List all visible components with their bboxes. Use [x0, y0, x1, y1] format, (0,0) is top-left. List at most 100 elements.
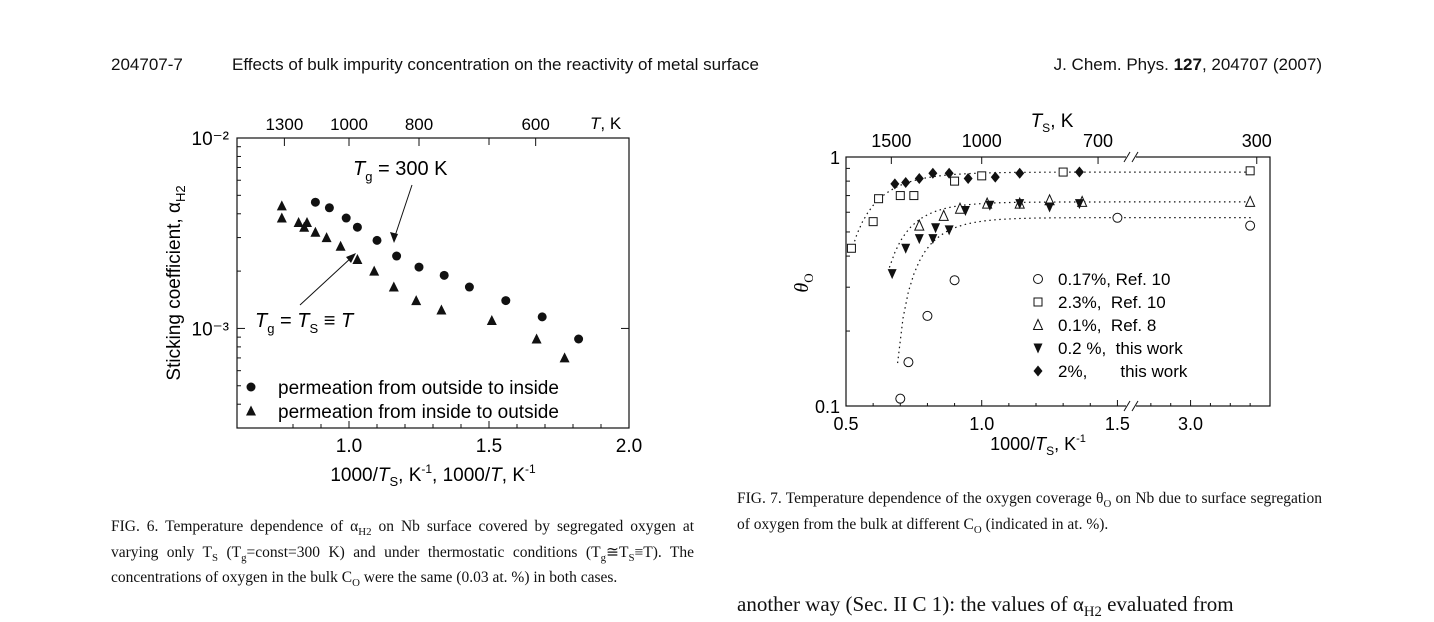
- fig7-point-2: [990, 171, 1000, 183]
- fig7-top-tick-label: 700: [1083, 131, 1113, 151]
- fig7-point-2: [928, 167, 938, 179]
- fig7-ytick-label: 0.1: [815, 397, 840, 417]
- fig7-point-02: [1074, 199, 1084, 210]
- fig7-point-23: [1245, 166, 1255, 176]
- fig6-point-inside-outside: [411, 295, 422, 306]
- fig7-point-017: [1245, 220, 1256, 231]
- fig6-point-inside-outside: [276, 200, 287, 211]
- fig7-legend-23-label: 2.3%, Ref. 10: [1058, 293, 1166, 312]
- fig6-point-inside-outside: [559, 352, 570, 363]
- fig6-point-inside-outside: [531, 333, 542, 344]
- fig7-point-02: [985, 200, 995, 211]
- fig7-xlabel: 1000/TS, K-1: [990, 433, 1086, 458]
- page-number: 204707-7: [111, 55, 183, 74]
- fig6-legend-label-outside-inside: permeation from outside to inside: [278, 378, 559, 399]
- fig7-legend: 0.17%, Ref. 10 2.3%, Ref. 10 0.1%, Ref. 8 0…: [1032, 270, 1188, 381]
- fig7-point-017: [949, 275, 960, 286]
- fig7-point-02: [944, 225, 954, 236]
- fig6-top-tick-label: 600: [521, 115, 549, 134]
- fig7-point-2: [901, 176, 911, 188]
- fig7-axis-break-mark: [1123, 400, 1131, 412]
- fig6-top-axis-label: T, K: [590, 114, 622, 133]
- fig7-point-01: [938, 209, 949, 221]
- fig7-point-23: [977, 171, 987, 181]
- fig7-point-02: [1015, 199, 1025, 210]
- fig7-point-017: [922, 310, 933, 321]
- fig7-point-23: [950, 176, 960, 186]
- fig6-top-tick-label: 800: [405, 115, 433, 134]
- fig6-point-outside-inside: [310, 197, 320, 207]
- fig6-top-tick-label: 1300: [265, 115, 303, 134]
- fig7-legend-02-label: 0.2 %, this work: [1058, 339, 1183, 358]
- fig6-point-outside-inside: [372, 235, 382, 245]
- fig7-point-02: [928, 234, 938, 245]
- fig7-fit-curve-23: [850, 171, 1251, 251]
- fig7-chart: θO 1000/TS, K-1 TS, K 0.5 1.0 1.5 3.0 1 0.1 15…: [791, 111, 1272, 458]
- fig6-point-outside-inside: [464, 282, 474, 292]
- fig7-legend-017-marker: [1033, 274, 1043, 284]
- fig6-point-outside-inside: [341, 213, 351, 223]
- fig7-point-017: [1112, 212, 1123, 223]
- fig7-point-01: [914, 218, 925, 231]
- fig6-xtick-label: 2.0: [616, 436, 642, 457]
- fig6-arrowhead-2: [346, 253, 356, 263]
- fig7-plot-marks: 0.5 1.0 1.5 3.0 1 0.1 1500 1000 700 300: [815, 131, 1272, 434]
- fig6-point-outside-inside: [392, 251, 402, 261]
- fig6-legend-marker-circle: [246, 382, 256, 392]
- fig7-point-23: [874, 194, 884, 204]
- fig6-point-inside-outside: [486, 315, 497, 326]
- fig6-point-inside-outside: [310, 226, 321, 237]
- fig6-point-inside-outside: [321, 232, 332, 243]
- fig7-point-02: [1045, 202, 1055, 213]
- fig7-point-23: [868, 217, 878, 227]
- fig7-top-tick-label: 1500: [871, 131, 911, 151]
- fig7-point-02: [931, 223, 941, 234]
- fig6-legend-marker-triangle: [246, 405, 256, 416]
- fig7-point-23: [1058, 167, 1068, 177]
- fig7-point-017: [895, 393, 906, 404]
- fig6-point-outside-inside: [574, 334, 584, 344]
- journal-name: J. Chem. Phys.: [1053, 55, 1174, 74]
- fig7-legend-23-marker: [1033, 297, 1043, 307]
- fig7-plot-frame: [845, 156, 1271, 407]
- fig7-point-02: [887, 269, 897, 280]
- fig7-point-23: [895, 191, 905, 201]
- fig7-point-2: [1015, 167, 1025, 179]
- fig7-point-02: [914, 234, 924, 245]
- fig6-arrowhead-1: [390, 232, 398, 243]
- fig6-legend: permeation from outside to inside permeat…: [246, 378, 559, 423]
- fig7-point-2: [963, 172, 973, 184]
- fig7-point-23: [846, 243, 856, 253]
- fig7-axis-break-mark: [1131, 400, 1139, 412]
- fig6-point-outside-inside: [439, 270, 449, 280]
- fig7-caption: FIG. 7. Temperature dependence of the ox…: [737, 490, 1322, 536]
- fig6-chart: Sticking coefficient, αH2 1000/TS, K-1, …: [164, 114, 642, 489]
- fig6-annotation-tg-ts: Tg = TS ≡ T: [255, 310, 355, 336]
- fig6-arrow-2: [299, 256, 353, 306]
- fig7-point-2: [914, 172, 924, 184]
- fig6-ylabel: Sticking coefficient, αH2: [164, 185, 188, 380]
- journal-pages: , 204707 (2007): [1201, 55, 1322, 74]
- fig7-point-2: [890, 178, 900, 190]
- fig7-axis-break-gap: [1126, 403, 1136, 409]
- fig7-xtick-label: 0.5: [833, 414, 858, 434]
- fig6-xlabel: 1000/TS, K-1, 1000/T, K-1: [330, 462, 536, 489]
- fig7-ylabel: θO: [791, 273, 816, 292]
- journal-citation: J. Chem. Phys. 127, 204707 (2007): [1054, 55, 1322, 75]
- fig6-point-inside-outside: [436, 304, 447, 315]
- fig6-point-outside-inside: [537, 312, 547, 322]
- fig7-ytick-label: 1: [830, 148, 840, 168]
- fig6-point-outside-inside: [414, 262, 424, 272]
- fig6-point-outside-inside: [501, 296, 511, 306]
- fig7-xtick-label: 1.5: [1105, 414, 1130, 434]
- fig6-point-inside-outside: [369, 265, 380, 276]
- fig6-point-inside-outside: [276, 212, 287, 223]
- fig6-xtick-label: 1.5: [476, 436, 502, 457]
- fig7-axis-break-mark: [1123, 151, 1131, 163]
- fig7-xtick-label: 3.0: [1178, 414, 1203, 434]
- running-title: Effects of bulk impurity concentration o…: [232, 55, 759, 74]
- fig7-point-017: [903, 357, 914, 368]
- fig7-point-23: [909, 191, 919, 201]
- fig6-annotation-tg300: Tg = 300 K: [353, 158, 448, 184]
- fig6-arrow-1: [393, 184, 413, 240]
